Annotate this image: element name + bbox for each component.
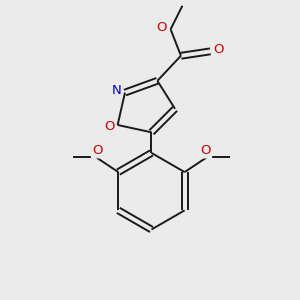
Text: N: N	[112, 84, 122, 97]
Text: O: O	[157, 21, 167, 34]
Text: O: O	[104, 120, 115, 133]
Text: O: O	[92, 144, 102, 158]
Text: O: O	[201, 144, 211, 158]
Text: O: O	[213, 44, 224, 56]
